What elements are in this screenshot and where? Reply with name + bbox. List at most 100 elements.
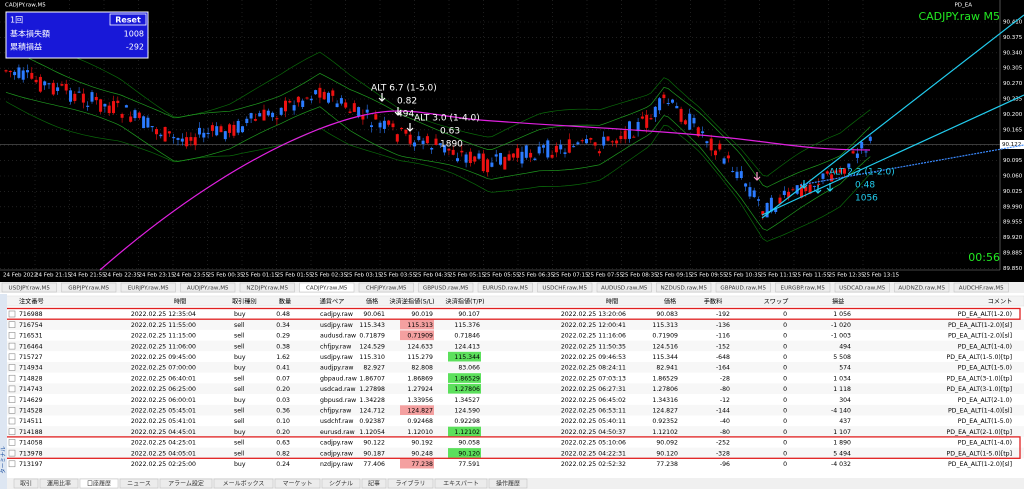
column-header[interactable]: 時間 bbox=[606, 299, 618, 306]
bottom-tab[interactable] bbox=[213, 478, 274, 489]
table-row[interactable] bbox=[0, 415, 1024, 427]
symbol-tab[interactable] bbox=[180, 282, 236, 293]
symbol-tab-label[interactable]: USDJPY.raw,M5 bbox=[9, 285, 51, 291]
column-header[interactable]: 通貨ペア bbox=[320, 298, 345, 306]
symbol-tab-label[interactable]: USDCHF.raw,M5 bbox=[542, 285, 587, 291]
table-row[interactable] bbox=[0, 404, 1024, 416]
table-row[interactable] bbox=[0, 319, 1024, 330]
symbol-tab[interactable] bbox=[477, 282, 533, 293]
column-header[interactable]: スワップ bbox=[764, 299, 790, 306]
time-label: 25 Feb 06:35 bbox=[518, 273, 555, 279]
bottom-tab[interactable] bbox=[321, 478, 361, 489]
candle-body bbox=[451, 149, 455, 155]
bottom-tab[interactable] bbox=[119, 478, 159, 489]
symbol-tab-label[interactable]: USDCAD.raw,M5 bbox=[839, 285, 886, 291]
candle-body bbox=[778, 197, 782, 204]
symbol-tab[interactable] bbox=[715, 282, 771, 293]
symbol-tab[interactable] bbox=[834, 282, 890, 293]
candle-body bbox=[812, 185, 816, 187]
symbol-tab[interactable] bbox=[418, 282, 474, 293]
bottom-tab-label[interactable]: 記事 bbox=[368, 479, 380, 487]
table-row[interactable] bbox=[0, 340, 1024, 352]
symbol-tab-label[interactable]: AUDNZD.raw,M5 bbox=[898, 285, 945, 291]
symbol-tab[interactable] bbox=[775, 282, 831, 293]
bottom-tab[interactable] bbox=[361, 478, 387, 489]
symbol-tab[interactable] bbox=[239, 282, 295, 293]
column-header[interactable]: 損益 bbox=[832, 298, 844, 306]
bottom-tab-label[interactable]: 口座履歴 bbox=[87, 479, 111, 487]
symbol-tab-label[interactable]: EURGBP.raw,M5 bbox=[781, 285, 826, 291]
column-header[interactable]: 時間 bbox=[174, 299, 186, 306]
column-header[interactable]: 決済指値(T/P) bbox=[445, 298, 484, 306]
symbol-tab[interactable] bbox=[1, 282, 57, 293]
table-row[interactable] bbox=[0, 447, 1024, 459]
symbol-tab-label[interactable]: CHFJPY.raw,M5 bbox=[366, 285, 407, 291]
bottom-tab-label[interactable]: メールボックス bbox=[223, 479, 265, 487]
symbol-tab-label[interactable]: NZDJPY.raw,M5 bbox=[246, 285, 288, 291]
symbol-tab-label[interactable]: GBPJPY.raw,M5 bbox=[68, 285, 109, 291]
symbol-tab-label[interactable]: AUDUSD.raw,M5 bbox=[601, 285, 648, 291]
reset-label[interactable]: Reset bbox=[115, 16, 141, 25]
symbol-tab-label[interactable]: CADJPY.raw,M5 bbox=[306, 285, 348, 291]
symbol-tab-label[interactable]: AUDJPY.raw,M5 bbox=[187, 285, 229, 291]
table-row[interactable] bbox=[0, 308, 1024, 320]
table-row[interactable] bbox=[0, 394, 1024, 405]
table-row[interactable] bbox=[0, 383, 1024, 395]
column-header[interactable]: 数量 bbox=[279, 298, 291, 306]
table-cell: -12 bbox=[720, 397, 730, 404]
symbol-tab-label[interactable]: EURUSD.raw,M5 bbox=[482, 285, 528, 291]
table-row[interactable] bbox=[0, 372, 1024, 384]
column-header[interactable]: コメント bbox=[988, 299, 1013, 306]
bottom-tab-label[interactable]: ライブラリ bbox=[395, 479, 425, 487]
bottom-tab-label[interactable]: マーケット bbox=[282, 480, 312, 487]
symbol-tab-label[interactable]: GBPUSD.raw,M5 bbox=[423, 285, 469, 291]
bottom-tab-label[interactable]: 取引 bbox=[20, 479, 32, 487]
symbol-tab[interactable] bbox=[537, 282, 593, 293]
symbol-tab[interactable] bbox=[120, 282, 176, 293]
table-row[interactable] bbox=[0, 436, 1024, 448]
bottom-tab[interactable] bbox=[13, 478, 39, 489]
symbol-tab[interactable] bbox=[61, 282, 117, 293]
bottom-tab[interactable] bbox=[387, 478, 434, 489]
bottom-tab-label[interactable]: 運用比率 bbox=[47, 479, 71, 487]
symbol-tab[interactable] bbox=[596, 282, 652, 293]
column-header[interactable]: 注文番号 bbox=[19, 298, 44, 306]
symbol-tab[interactable] bbox=[953, 282, 1009, 293]
symbol-tab-label[interactable]: NZDUSD.raw,M5 bbox=[660, 285, 707, 291]
table-cell: 714743 bbox=[19, 386, 43, 393]
bottom-tab[interactable] bbox=[159, 478, 213, 489]
column-header[interactable]: 取引種別 bbox=[232, 298, 257, 306]
bottom-tab-label[interactable]: アラーム設定 bbox=[168, 479, 204, 487]
table-row[interactable] bbox=[0, 329, 1024, 341]
candle-body bbox=[60, 84, 64, 86]
bottom-tab-label[interactable]: エキスパート bbox=[443, 480, 479, 487]
column-header[interactable]: 手数料 bbox=[704, 298, 723, 306]
bottom-tab-label[interactable]: シグナル bbox=[329, 479, 353, 487]
bottom-tab-label[interactable]: ニュース bbox=[127, 480, 151, 487]
symbol-tab-label[interactable]: EURJPY.raw,M5 bbox=[128, 285, 169, 291]
table-row[interactable] bbox=[0, 351, 1024, 362]
table-cell: 713978 bbox=[19, 450, 43, 457]
bottom-tab[interactable] bbox=[488, 478, 528, 489]
column-header[interactable]: 決済逆指値(S/L) bbox=[389, 298, 434, 306]
symbol-tab-label[interactable]: GBPAUD.raw,M5 bbox=[720, 285, 766, 291]
column-header[interactable]: 価格 bbox=[664, 298, 677, 306]
symbol-tab-label[interactable]: AUDCHF.raw,M5 bbox=[959, 285, 1004, 291]
bottom-tab[interactable] bbox=[39, 478, 79, 489]
candle-body bbox=[365, 109, 369, 113]
symbol-tab[interactable] bbox=[656, 282, 712, 293]
table-row[interactable] bbox=[0, 458, 1024, 469]
table-cell: cadjpy.raw bbox=[320, 440, 353, 447]
bottom-tab-label[interactable]: 操作履歴 bbox=[496, 479, 520, 487]
bottom-tab[interactable] bbox=[79, 478, 119, 489]
table-row[interactable] bbox=[0, 426, 1024, 437]
table-cell: 124.529 bbox=[359, 343, 385, 350]
symbol-tab[interactable] bbox=[299, 282, 355, 293]
bottom-tab[interactable] bbox=[434, 478, 488, 489]
bottom-tab[interactable] bbox=[274, 478, 321, 489]
column-header[interactable]: 価格 bbox=[366, 298, 379, 306]
symbol-tab[interactable] bbox=[358, 282, 414, 293]
symbol-tab[interactable] bbox=[894, 282, 950, 293]
reset-button[interactable] bbox=[109, 13, 147, 26]
table-row[interactable] bbox=[0, 362, 1024, 373]
